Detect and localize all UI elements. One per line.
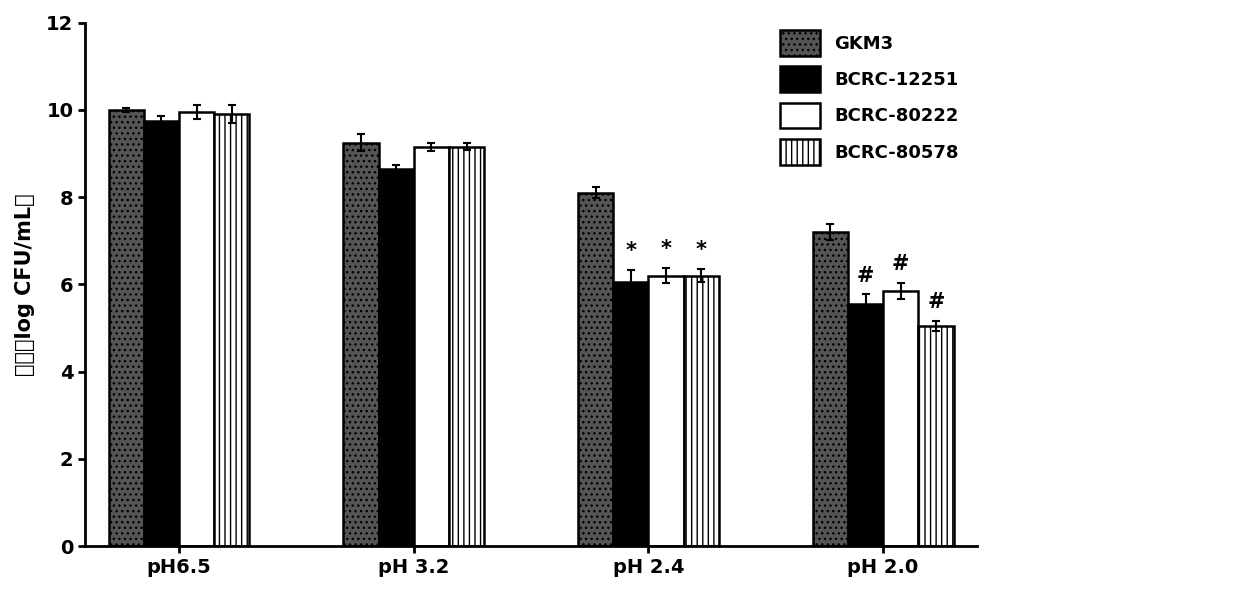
Text: *: * [661, 239, 672, 259]
Bar [179, 112, 215, 546]
Text: *: * [625, 241, 636, 261]
Bar [144, 121, 179, 546]
Bar [343, 143, 378, 546]
Bar [378, 169, 414, 546]
Bar [215, 114, 249, 546]
Bar [919, 326, 954, 546]
Legend: GKM3, BCRC-12251, BCRC-80222, BCRC-80578: GKM3, BCRC-12251, BCRC-80222, BCRC-80578 [771, 21, 968, 174]
Text: *: * [696, 240, 707, 260]
Bar [848, 304, 883, 546]
Bar [449, 147, 484, 546]
Bar [414, 147, 449, 546]
Text: #: # [928, 292, 945, 312]
Bar [812, 232, 848, 546]
Bar [649, 276, 683, 546]
Bar [109, 110, 144, 546]
Text: #: # [857, 266, 874, 286]
Bar [683, 276, 719, 546]
Text: #: # [892, 255, 909, 274]
Bar [614, 282, 649, 546]
Bar [578, 193, 614, 546]
Y-axis label: 菌数（log CFU/mL）: 菌数（log CFU/mL） [15, 193, 35, 376]
Bar [883, 291, 919, 546]
